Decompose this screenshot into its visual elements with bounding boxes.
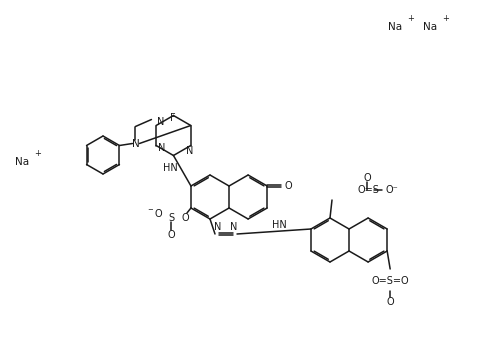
Text: S: S [168, 213, 174, 223]
Text: O=S=O: O=S=O [371, 276, 409, 286]
Text: HN: HN [271, 220, 286, 230]
Text: +: + [34, 149, 41, 158]
Text: N: N [214, 222, 221, 232]
Text: N: N [186, 146, 193, 156]
Text: O: O [284, 181, 292, 191]
Text: O: O [386, 297, 394, 307]
Text: Na: Na [15, 157, 29, 167]
Text: O: O [167, 230, 175, 240]
Text: N: N [157, 117, 164, 127]
Text: F: F [171, 112, 176, 122]
Text: HN: HN [163, 163, 177, 173]
Text: N: N [132, 138, 139, 149]
Text: O: O [363, 173, 371, 183]
Text: N: N [230, 222, 238, 232]
Text: +: + [442, 14, 449, 23]
Text: $^-$O: $^-$O [146, 207, 164, 219]
Text: +: + [407, 14, 414, 23]
Text: Na: Na [388, 22, 402, 32]
Text: O⁻: O⁻ [385, 185, 398, 195]
Text: Na: Na [423, 22, 437, 32]
Text: O=S: O=S [357, 185, 379, 195]
Text: N: N [158, 143, 166, 153]
Text: O: O [181, 213, 189, 223]
